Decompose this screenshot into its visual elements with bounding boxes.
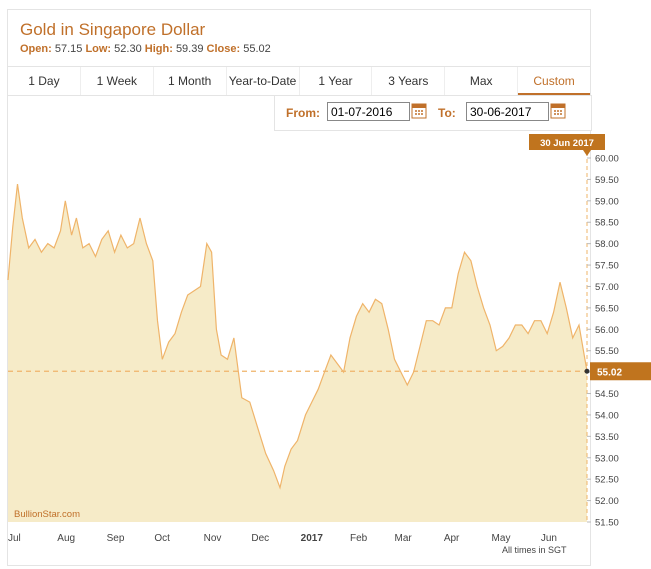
close-label: Close: [206,43,241,55]
y-tick-label: 59.00 [595,196,619,207]
y-tick-label: 57.00 [595,282,619,293]
low-value: 52.30 [114,43,142,55]
y-tick-label: 55.50 [595,346,619,357]
tab-3-years[interactable]: 3 Years [372,67,446,95]
price-line [7,184,588,490]
y-tick-label: 52.50 [595,475,619,486]
from-date-input[interactable] [327,102,410,121]
tab-1-year[interactable]: 1 Year [300,67,373,95]
tab-1-month[interactable]: 1 Month [154,67,227,95]
x-tick-label: Jul [8,533,21,544]
from-label: From: [286,106,320,120]
y-tick-label: 53.50 [595,432,619,443]
y-tick-label: 53.00 [595,453,619,464]
date-range-panel: From: To: [274,95,592,131]
x-tick-label: Mar [395,533,413,544]
to-label: To: [438,106,456,120]
price-summary: Open: 57.15 Low: 52.30 High: 59.39 Close… [20,43,271,55]
x-tick-label: Dec [251,533,269,544]
x-tick-label: Nov [204,533,222,544]
last-date-label: 30 Jun 2017 [540,138,594,149]
low-label: Low: [85,43,112,55]
y-tick-label: 56.50 [595,303,619,314]
x-tick-label: Apr [444,533,460,544]
last-date-badge [529,134,605,150]
high-label: High: [144,43,173,55]
y-tick-label: 54.50 [595,389,619,400]
last-date-pointer [583,150,591,156]
y-tick-label: 51.50 [595,518,619,529]
y-tick-label: 57.50 [595,261,619,272]
y-tick-label: 60.00 [595,154,619,165]
tab-custom[interactable]: Custom [518,67,590,95]
page-title: Gold in Singapore Dollar [20,20,206,39]
y-tick-label: 56.00 [595,325,619,336]
source-label: BullionStar.com [14,509,80,520]
x-tick-label: Feb [350,533,368,544]
y-tick-label: 58.00 [595,239,619,250]
high-value: 59.39 [175,43,204,55]
tab-1-day[interactable]: 1 Day [8,67,81,95]
y-tick-label: 59.50 [595,175,619,186]
x-tick-label: 2017 [301,533,324,544]
tab-year-to-date[interactable]: Year-to-Date [227,67,300,95]
y-tick-label: 58.50 [595,218,619,229]
y-tick-label: 52.00 [595,496,619,507]
tab-max[interactable]: Max [445,67,519,95]
calendar-icon-to[interactable] [550,102,566,119]
x-tick-label: Oct [154,533,170,544]
calendar-icon-from[interactable] [411,102,427,119]
x-tick-label: Aug [57,533,75,544]
last-value-badge [590,362,651,381]
open-label: Open: [20,43,52,55]
x-tick-label: Jun [541,533,557,544]
last-value-marker [584,368,590,374]
tab-1-week[interactable]: 1 Week [81,67,154,95]
timezone-note: All times in SGT [502,545,567,555]
to-date-input[interactable] [466,102,549,121]
price-area [8,184,587,522]
last-value-label: 55.02 [597,367,622,378]
y-tick-label: 54.00 [595,410,619,421]
x-tick-label: Sep [107,533,125,544]
period-tabs: 1 Day 1 Week 1 Month Year-to-Date 1 Year… [8,66,590,96]
x-tick-label: May [492,533,511,544]
open-value: 57.15 [54,43,83,55]
close-value: 55.02 [243,43,271,55]
